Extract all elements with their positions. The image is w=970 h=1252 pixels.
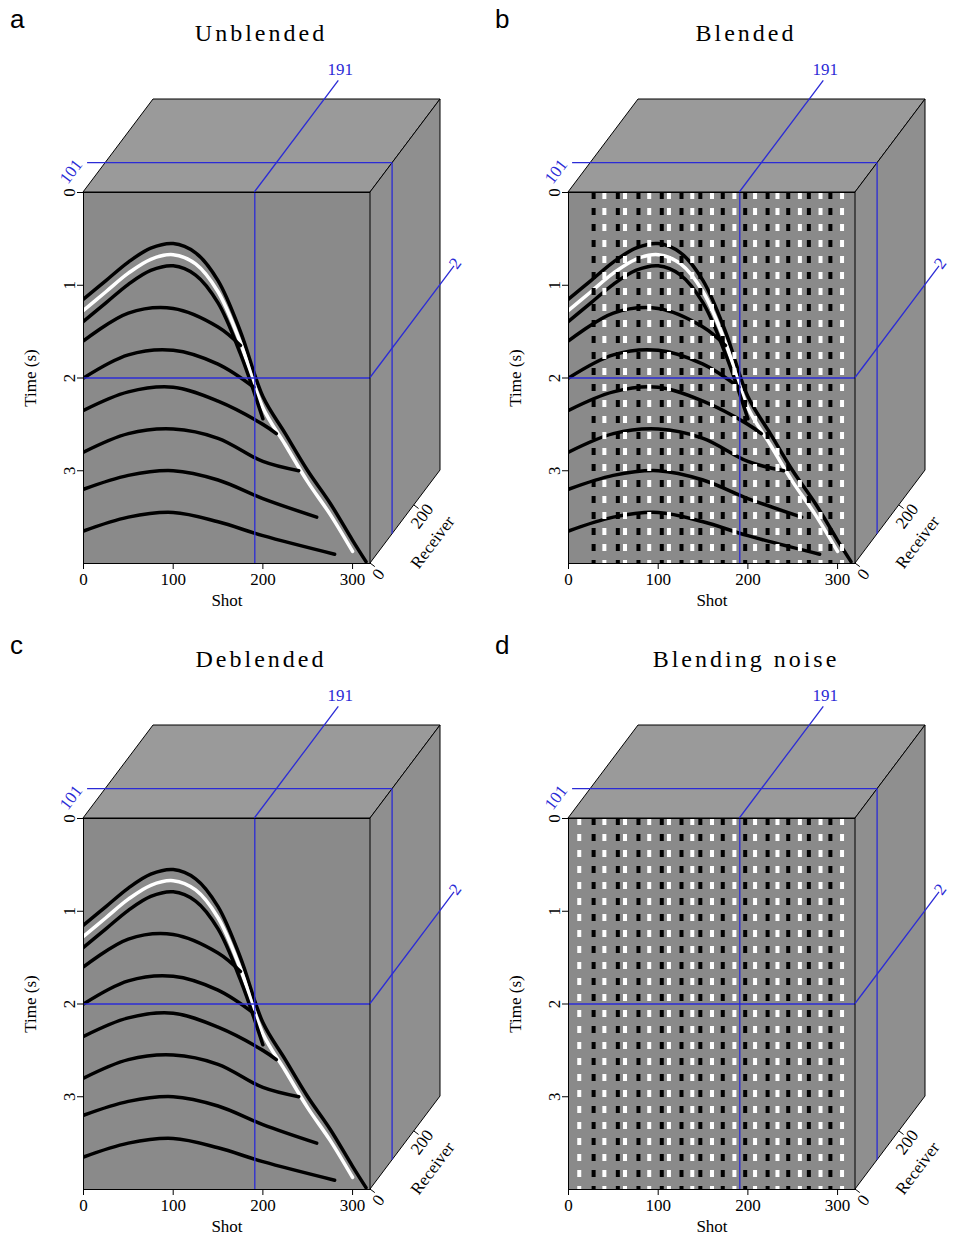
svg-text:2: 2 <box>60 1000 79 1009</box>
html-text:Blending noise: Blending noise <box>652 646 840 672</box>
svg-text:2: 2 <box>930 254 950 272</box>
svg-text:191: 191 <box>813 686 839 705</box>
svg-text:101: 101 <box>541 156 572 188</box>
html-text:d: d <box>495 630 510 660</box>
html-text:a: a <box>10 4 25 34</box>
svg-text:Time (s): Time (s) <box>506 975 525 1032</box>
svg-text:200: 200 <box>250 1196 276 1215</box>
svg-text:101: 101 <box>56 156 87 188</box>
svg-text:0: 0 <box>368 1191 388 1209</box>
svg-text:0: 0 <box>60 188 79 197</box>
svg-text:100: 100 <box>645 570 671 589</box>
svg-text:200: 200 <box>406 1126 438 1159</box>
svg-text:191: 191 <box>328 60 354 79</box>
svg-text:Receiver: Receiver <box>892 1138 944 1198</box>
svg-text:1: 1 <box>60 281 79 290</box>
html-text:Deblended: Deblended <box>195 646 327 672</box>
svg-text:100: 100 <box>645 1196 671 1215</box>
svg-text:1: 1 <box>60 907 79 916</box>
svg-text:Receiver: Receiver <box>892 512 944 572</box>
svg-text:0: 0 <box>545 814 564 823</box>
svg-text:0: 0 <box>79 1196 88 1215</box>
svg-text:2: 2 <box>445 254 465 272</box>
svg-text:0: 0 <box>564 570 573 589</box>
svg-text:Time (s): Time (s) <box>21 349 40 406</box>
svg-text:2: 2 <box>445 880 465 898</box>
svg-text:0: 0 <box>79 570 88 589</box>
svg-text:Receiver: Receiver <box>407 1138 459 1198</box>
svg-text:300: 300 <box>825 1196 851 1215</box>
svg-text:300: 300 <box>825 570 851 589</box>
html-text:b: b <box>495 4 510 34</box>
svg-text:Time (s): Time (s) <box>506 349 525 406</box>
svg-text:Shot: Shot <box>696 591 727 610</box>
svg-text:200: 200 <box>406 500 438 533</box>
html-text:c: c <box>10 630 23 660</box>
svg-text:Shot: Shot <box>696 1217 727 1236</box>
svg-text:3: 3 <box>545 467 564 476</box>
svg-text:1: 1 <box>545 281 564 290</box>
svg-text:3: 3 <box>60 467 79 476</box>
svg-text:0: 0 <box>853 1191 873 1209</box>
svg-text:101: 101 <box>541 782 572 814</box>
svg-text:191: 191 <box>328 686 354 705</box>
svg-text:300: 300 <box>340 570 366 589</box>
svg-text:200: 200 <box>250 570 276 589</box>
svg-text:Time (s): Time (s) <box>21 975 40 1032</box>
svg-text:2: 2 <box>60 374 79 383</box>
svg-text:200: 200 <box>735 570 761 589</box>
svg-text:200: 200 <box>891 1126 923 1159</box>
svg-text:3: 3 <box>60 1093 79 1102</box>
svg-text:0: 0 <box>545 188 564 197</box>
svg-text:300: 300 <box>340 1196 366 1215</box>
svg-text:3: 3 <box>545 1093 564 1102</box>
svg-text:2: 2 <box>545 1000 564 1009</box>
svg-text:191: 191 <box>813 60 839 79</box>
svg-text:0: 0 <box>564 1196 573 1215</box>
svg-text:2: 2 <box>545 374 564 383</box>
html-text:Blended: Blended <box>695 20 797 46</box>
svg-text:200: 200 <box>891 500 923 533</box>
svg-text:0: 0 <box>60 814 79 823</box>
svg-text:Receiver: Receiver <box>407 512 459 572</box>
svg-text:Shot: Shot <box>211 591 242 610</box>
svg-text:2: 2 <box>930 880 950 898</box>
svg-text:100: 100 <box>160 570 186 589</box>
svg-text:100: 100 <box>160 1196 186 1215</box>
svg-text:0: 0 <box>853 565 873 583</box>
html-text:Unblended: Unblended <box>194 20 328 46</box>
svg-text:0: 0 <box>368 565 388 583</box>
svg-text:101: 101 <box>56 782 87 814</box>
svg-text:200: 200 <box>735 1196 761 1215</box>
svg-text:Shot: Shot <box>211 1217 242 1236</box>
svg-text:1: 1 <box>545 907 564 916</box>
